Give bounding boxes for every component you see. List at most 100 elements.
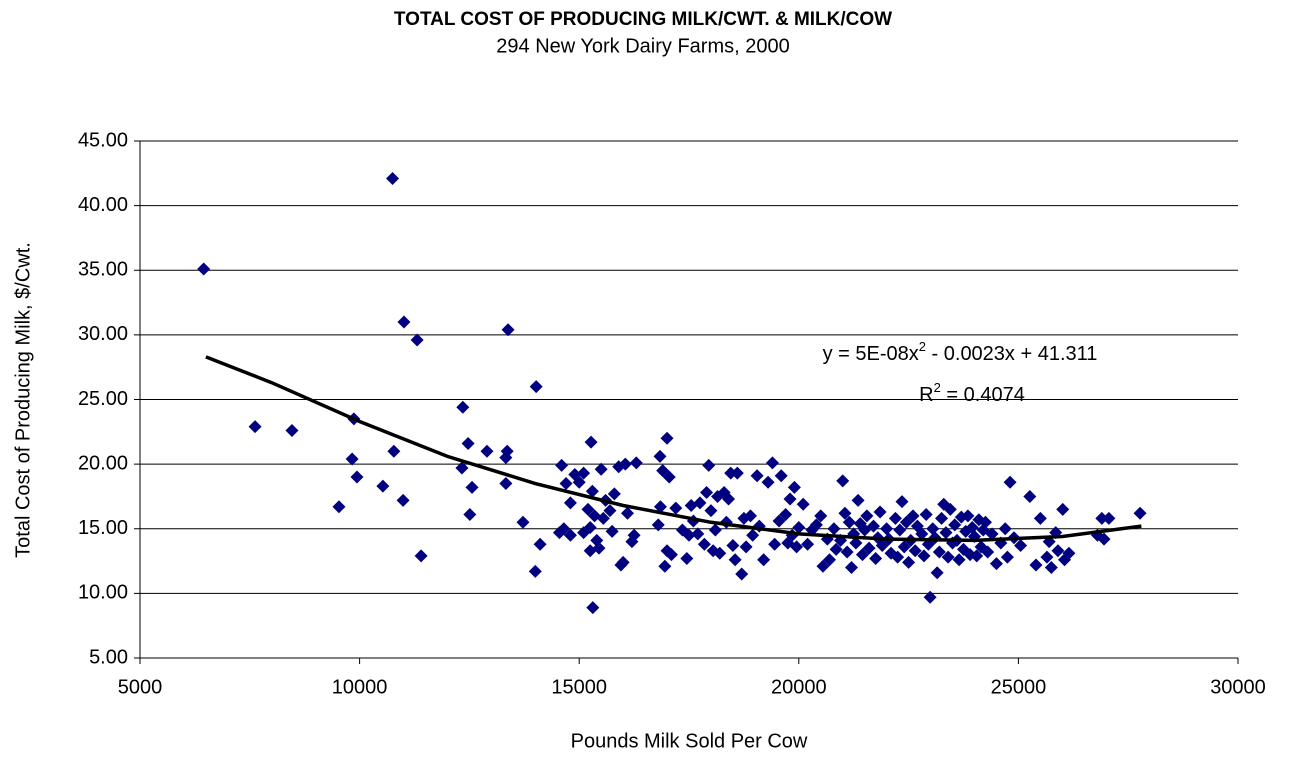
data-point: [724, 466, 738, 480]
data-point: [880, 522, 894, 536]
y-tick-label: 15.00: [78, 517, 128, 539]
data-point: [350, 470, 364, 484]
data-point: [1056, 502, 1070, 516]
data-point: [941, 550, 955, 564]
trend-equation-part: y = 5E-08x: [823, 343, 919, 365]
x-tick-label: 25000: [991, 676, 1047, 698]
data-point: [572, 475, 586, 489]
data-point: [461, 436, 475, 450]
data-point: [981, 545, 995, 559]
data-point: [932, 545, 946, 559]
data-point: [528, 564, 542, 578]
data-point: [653, 500, 667, 514]
data-point: [653, 449, 667, 463]
data-point: [664, 548, 678, 562]
trend-r2-part: 2: [934, 380, 941, 395]
data-point: [849, 536, 863, 550]
data-point: [499, 477, 513, 491]
data-point: [888, 511, 902, 525]
data-point: [621, 506, 635, 520]
data-point: [739, 540, 753, 554]
data-point: [529, 380, 543, 394]
y-tick-label: 40.00: [78, 194, 128, 216]
data-point: [1029, 558, 1043, 572]
data-point: [700, 486, 714, 500]
data-point: [397, 315, 411, 329]
data-point: [552, 526, 566, 540]
data-point: [414, 549, 428, 563]
chart-title: TOTAL COST OF PRODUCING MILK/CWT. & MILK…: [394, 9, 892, 30]
data-point: [746, 528, 760, 542]
data-point: [410, 333, 424, 347]
data-point: [533, 537, 547, 551]
data-point: [836, 474, 850, 488]
data-point: [838, 506, 852, 520]
data-point: [1000, 550, 1014, 564]
data-point: [1051, 544, 1065, 558]
data-point: [563, 528, 577, 542]
data-point: [926, 522, 940, 536]
data-point: [501, 323, 515, 337]
data-point: [737, 511, 751, 525]
data-point: [1095, 511, 1109, 525]
data-point: [897, 540, 911, 554]
data-point: [577, 466, 591, 480]
data-point: [516, 515, 530, 529]
data-point: [387, 444, 401, 458]
data-point: [713, 546, 727, 560]
data-point: [779, 508, 793, 522]
data-point: [902, 555, 916, 569]
data-point: [583, 544, 597, 558]
data-point: [906, 509, 920, 523]
data-point: [1040, 550, 1054, 564]
trend-r2-part: R: [919, 384, 933, 406]
data-point: [862, 541, 876, 555]
data-point: [1014, 539, 1028, 553]
trend-r2: R2 = 0.4074: [919, 380, 1025, 406]
trend-equation: y = 5E-08x2 - 0.0023x + 41.311: [823, 339, 1098, 365]
data-point: [860, 509, 874, 523]
y-tick-label: 10.00: [78, 582, 128, 604]
data-point: [586, 601, 600, 615]
data-point: [656, 464, 670, 478]
data-point: [594, 462, 608, 476]
data-point: [500, 444, 514, 458]
data-point: [774, 469, 788, 483]
data-point: [787, 480, 801, 494]
data-point: [581, 502, 595, 516]
data-point: [456, 400, 470, 414]
data-point: [396, 493, 410, 507]
data-point: [908, 544, 922, 558]
data-point: [662, 470, 676, 484]
y-tick-label: 5.00: [89, 646, 128, 668]
data-point: [875, 539, 889, 553]
data-point: [855, 548, 869, 562]
data-point: [895, 495, 909, 509]
data-point: [607, 487, 621, 501]
data-point: [651, 518, 665, 532]
data-point: [869, 551, 883, 565]
data-point: [1062, 546, 1076, 560]
data-point: [750, 469, 764, 483]
data-point: [873, 505, 887, 519]
data-point: [891, 550, 905, 564]
chart-subtitle: 294 New York Dairy Farms, 2000: [496, 35, 789, 57]
data-point: [691, 527, 705, 541]
data-point: [917, 549, 931, 563]
data-point: [693, 496, 707, 510]
data-point: [796, 497, 810, 511]
data-point: [618, 457, 632, 471]
y-axis-label: Total Cost of Producing Milk, $/Cwt.: [12, 242, 34, 558]
trendline: [205, 355, 1142, 543]
data-point: [965, 520, 979, 534]
data-point: [1023, 489, 1037, 503]
data-point: [726, 539, 740, 553]
y-tick-label: 35.00: [78, 259, 128, 281]
data-point: [1033, 511, 1047, 525]
data-point: [970, 549, 984, 563]
data-point: [708, 523, 722, 537]
data-point: [998, 522, 1012, 536]
data-point: [605, 524, 619, 538]
data-point: [658, 559, 672, 573]
data-point: [728, 553, 742, 567]
